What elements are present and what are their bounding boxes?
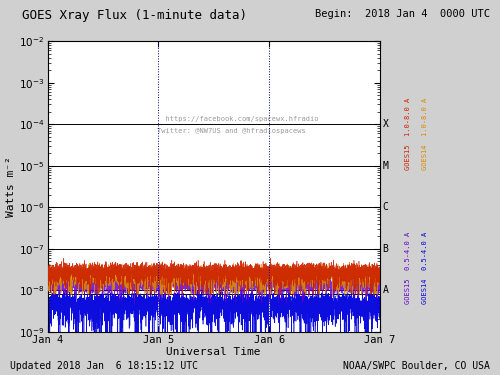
Text: X: X [382, 119, 388, 129]
Text: Updated 2018 Jan  6 18:15:12 UTC: Updated 2018 Jan 6 18:15:12 UTC [10, 361, 198, 371]
Text: GOES14  0.5-4.0 A: GOES14 0.5-4.0 A [422, 232, 428, 304]
Text: GOES15  0.5-4.0 A: GOES15 0.5-4.0 A [404, 232, 410, 304]
Text: C: C [382, 202, 388, 212]
Text: M: M [382, 161, 388, 171]
X-axis label: Universal Time: Universal Time [166, 347, 261, 357]
Text: GOES Xray Flux (1-minute data): GOES Xray Flux (1-minute data) [22, 9, 248, 22]
Y-axis label: Watts m⁻²: Watts m⁻² [6, 156, 16, 217]
Text: https://facebook.com/spacewx.hfradio: https://facebook.com/spacewx.hfradio [157, 116, 318, 122]
Text: NOAA/SWPC Boulder, CO USA: NOAA/SWPC Boulder, CO USA [343, 361, 490, 371]
Text: Twitter: @NW7US and @hfradiospacews: Twitter: @NW7US and @hfradiospacews [157, 128, 306, 134]
Text: A: A [382, 285, 388, 296]
Text: GOES14  1.0-8.0 A: GOES14 1.0-8.0 A [422, 98, 428, 170]
Text: Begin:  2018 Jan 4  0000 UTC: Begin: 2018 Jan 4 0000 UTC [315, 9, 490, 20]
Text: B: B [382, 244, 388, 254]
Text: GOES15  1.0-8.0 A: GOES15 1.0-8.0 A [404, 98, 410, 170]
